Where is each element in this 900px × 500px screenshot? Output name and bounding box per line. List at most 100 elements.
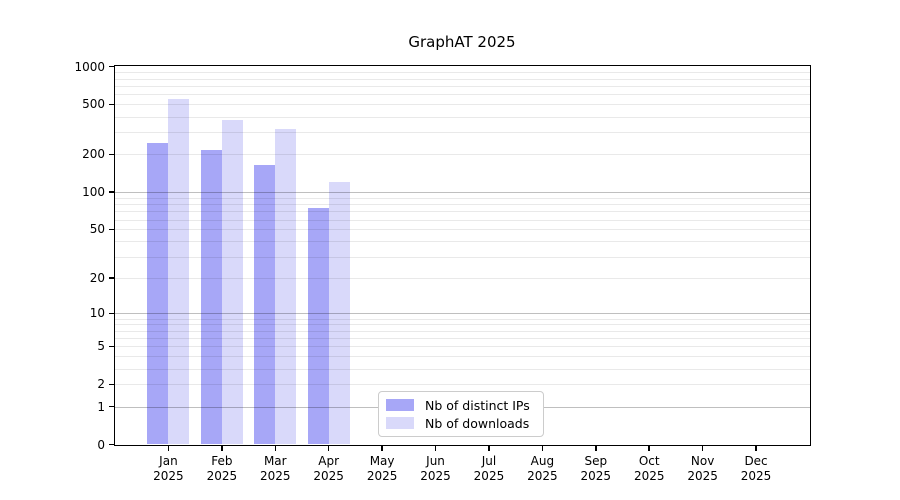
- plot-area: Nb of distinct IPs Nb of downloads 0 1 2 5 1…: [74, 60, 811, 483]
- legend-item-distinct-ips: Nb of distinct IPs: [386, 396, 543, 414]
- x-tick-month: Jan: [159, 453, 178, 468]
- gridlines-layer: [115, 67, 810, 445]
- x-tick: [221, 446, 223, 451]
- y-gridline-minor: [115, 204, 810, 206]
- y-gridline-minor: [115, 384, 810, 386]
- bars-layer: [115, 67, 810, 445]
- y-gridline-major: [115, 191, 810, 193]
- x-tick: [167, 446, 170, 451]
- y-gridline-minor: [115, 356, 810, 358]
- bar-nb-of-distinct-ips-jan: [147, 143, 169, 445]
- y-gridline-minor: [115, 256, 810, 258]
- y-tick: [108, 383, 114, 386]
- y-gridline-minor: [115, 94, 810, 96]
- y-tick-label: 1000: [74, 59, 105, 74]
- x-tick-label-apr: Apr 2025: [297, 454, 361, 485]
- y-tick: [108, 345, 114, 348]
- bar-nb-of-distinct-ips-feb: [200, 149, 222, 445]
- y-gridline-minor: [115, 104, 810, 106]
- y-gridline-minor: [115, 132, 810, 134]
- y-gridline-minor: [115, 330, 810, 332]
- x-tick-year: 2025: [206, 469, 238, 483]
- y-gridline-major: [115, 313, 810, 315]
- bar-nb-of-downloads-feb: [221, 120, 243, 445]
- x-tick-year: 2025: [633, 469, 665, 483]
- x-tick-month: Oct: [638, 453, 660, 468]
- y-gridline-minor: [115, 78, 810, 80]
- y-tick-label: 50: [89, 222, 105, 237]
- y-gridline-minor: [115, 368, 810, 370]
- x-tick-label-jun: Jun 2025: [404, 454, 468, 485]
- y-gridline-minor: [115, 219, 810, 221]
- x-tick-month: Dec: [744, 453, 768, 468]
- y-tick-label: 200: [82, 147, 105, 162]
- x-tick-label-jul: Jul 2025: [457, 454, 521, 485]
- x-tick-label-jan: Jan 2025: [136, 454, 200, 485]
- x-tick-year: 2025: [259, 469, 291, 483]
- y-gridline-minor: [115, 277, 810, 279]
- x-tick-month: Aug: [530, 453, 555, 468]
- bar-nb-of-downloads-jan: [168, 99, 190, 445]
- bar-nb-of-downloads-apr: [328, 182, 350, 445]
- x-tick-year: 2025: [313, 469, 344, 483]
- y-gridline-minor: [115, 241, 810, 243]
- x-tick-month: Jun: [426, 453, 445, 468]
- y-tick-label: 10: [89, 306, 105, 321]
- x-tick-label-oct: Oct 2025: [617, 454, 681, 485]
- y-tick: [108, 277, 114, 279]
- x-tick: [274, 446, 277, 451]
- x-tick: [541, 446, 544, 451]
- x-tick-month: Feb: [211, 453, 233, 468]
- x-tick-month: Jul: [481, 453, 497, 468]
- y-gridline-minor: [115, 211, 810, 213]
- legend-label-distinct-ips: Nb of distinct IPs: [425, 397, 530, 413]
- x-tick-year: 2025: [153, 469, 184, 483]
- y-tick-label: 500: [82, 97, 105, 112]
- y-tick: [108, 153, 114, 156]
- y-tick-label: 20: [89, 270, 105, 285]
- legend-swatch-distinct-ips-icon: [386, 399, 414, 411]
- x-tick: [327, 446, 330, 451]
- x-tick-year: 2025: [473, 469, 505, 483]
- legend-swatch-downloads-icon: [386, 417, 414, 429]
- x-tick-year: 2025: [366, 469, 398, 483]
- x-tick-year: 2025: [527, 469, 558, 483]
- x-tick-year: 2025: [580, 469, 612, 483]
- x-tick-month: Apr: [318, 453, 340, 468]
- x-tick-month: May: [369, 453, 395, 468]
- x-tick: [648, 446, 650, 451]
- x-tick-label-sep: Sep 2025: [564, 454, 628, 485]
- y-tick: [108, 191, 114, 193]
- x-tick-month: Sep: [584, 453, 608, 468]
- y-tick-label: 2: [97, 377, 105, 392]
- y-tick: [108, 405, 114, 408]
- y-gridline-minor: [115, 85, 810, 87]
- y-tick-label: 0: [97, 437, 105, 452]
- y-gridline-minor: [115, 324, 810, 326]
- x-tick-label-aug: Aug 2025: [510, 454, 574, 485]
- y-tick-label: 5: [97, 339, 105, 354]
- x-tick-label-feb: Feb 2025: [190, 454, 254, 485]
- y-gridline-minor: [115, 154, 810, 156]
- y-gridline-minor: [115, 72, 810, 74]
- x-tick: [701, 446, 704, 451]
- bar-nb-of-distinct-ips-apr: [307, 208, 329, 445]
- x-tick-label-mar: Mar 2025: [243, 454, 307, 485]
- y-tick: [108, 312, 114, 315]
- x-tick: [755, 446, 757, 451]
- x-tick: [595, 446, 597, 451]
- y-tick: [108, 65, 114, 68]
- y-tick-label: 1: [97, 399, 105, 414]
- y-gridline-minor: [115, 229, 810, 231]
- legend-label-downloads: Nb of downloads: [425, 415, 530, 431]
- legend-item-downloads: Nb of downloads: [386, 414, 543, 432]
- x-tick-month: Mar: [263, 453, 287, 468]
- x-tick-year: 2025: [420, 469, 451, 483]
- y-gridline-minor: [115, 197, 810, 199]
- x-tick-month: Nov: [690, 453, 715, 468]
- bar-nb-of-distinct-ips-mar: [254, 164, 276, 445]
- x-tick-label-nov: Nov 2025: [671, 454, 735, 485]
- y-gridline-minor: [115, 338, 810, 340]
- x-tick-label-may: May 2025: [350, 454, 414, 485]
